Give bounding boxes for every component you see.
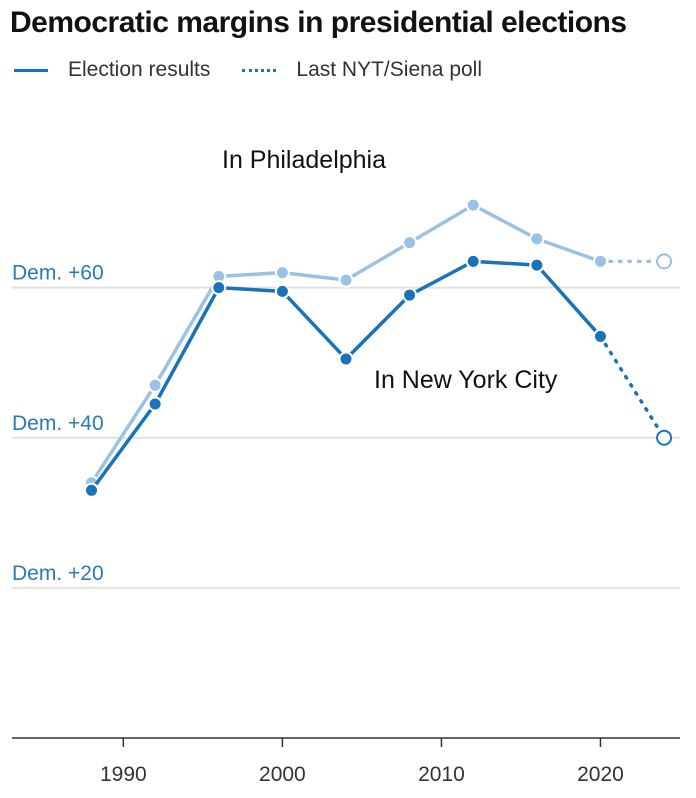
legend: Election results Last NYT/Siena poll <box>14 58 482 82</box>
poll-point-in-philadelphia <box>656 253 673 270</box>
legend-solid-swatch <box>14 68 48 72</box>
x-tick-label-2000: 2000 <box>259 763 306 786</box>
series-labels: In Philadelphia In New York City <box>222 146 558 394</box>
point-in-philadelphia-1992 <box>147 377 163 393</box>
point-in-new-york-city-1992 <box>147 396 163 412</box>
point-in-philadelphia-2000 <box>274 265 290 281</box>
point-in-philadelphia-2012 <box>465 197 481 213</box>
point-in-philadelphia-2016 <box>529 231 545 247</box>
y-tick-label-40: Dem. +40 <box>12 412 104 435</box>
series-group <box>84 197 673 498</box>
x-tick-label-2020: 2020 <box>577 763 624 786</box>
point-in-new-york-city-2000 <box>274 283 290 299</box>
legend-election-results: Election results <box>68 58 211 81</box>
chart-title: Democratic margins in presidential elect… <box>10 6 627 39</box>
series-in-new-york-city <box>84 253 673 498</box>
poll-dotted-line-in-new-york-city <box>598 334 666 440</box>
legend-dotted-swatch <box>242 68 277 72</box>
series-label-in-new-york-city: In New York City <box>374 366 558 394</box>
series-label-in-philadelphia: In Philadelphia <box>222 146 386 174</box>
y-tick-label-20: Dem. +20 <box>12 562 104 585</box>
point-in-new-york-city-2004 <box>338 351 354 367</box>
point-in-new-york-city-1988 <box>84 482 100 498</box>
x-tick-label-2010: 2010 <box>418 763 465 786</box>
result-line-in-philadelphia <box>90 203 602 484</box>
point-in-philadelphia-2008 <box>402 235 418 251</box>
x-axis: 1990 2000 2010 2020 <box>12 737 680 786</box>
y-tick-label-60: Dem. +60 <box>12 262 104 285</box>
point-in-new-york-city-2016 <box>529 257 545 273</box>
series-in-philadelphia <box>84 197 673 491</box>
x-tick-label-1990: 1990 <box>100 763 147 786</box>
point-in-philadelphia-2004 <box>338 272 354 288</box>
point-in-new-york-city-2020 <box>592 328 608 344</box>
point-in-new-york-city-2008 <box>402 287 418 303</box>
point-in-philadelphia-2020 <box>592 253 608 269</box>
point-in-new-york-city-1996 <box>211 280 227 296</box>
gridlines: Dem. +20 Dem. +40 Dem. +60 <box>12 262 680 589</box>
legend-last-poll: Last NYT/Siena poll <box>296 58 483 81</box>
poll-point-in-new-york-city <box>656 429 673 446</box>
point-in-new-york-city-2012 <box>465 253 481 269</box>
